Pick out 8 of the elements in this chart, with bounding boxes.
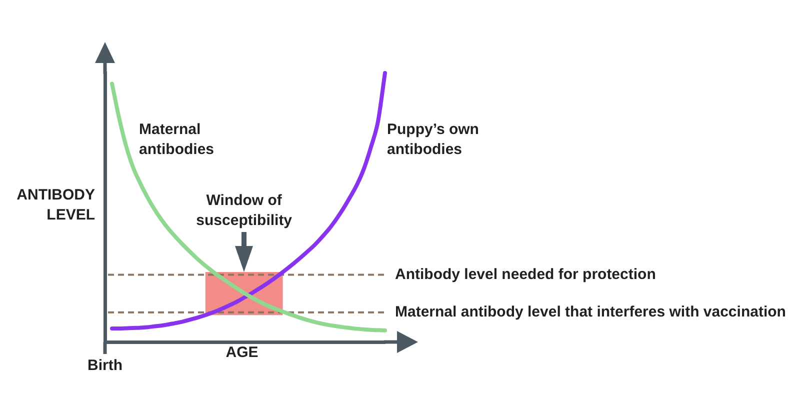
band-label: Window of susceptibility [196, 192, 293, 230]
series-label: Maternal antibodies [139, 121, 214, 158]
ref-line-label: Maternal antibody level that interferes with vaccination [395, 304, 786, 321]
ref-line-label: Antibody level needed for protection [395, 266, 656, 283]
y-axis-title: ANTIBODY LEVEL [16, 186, 95, 224]
x-axis-title: AGE [226, 344, 258, 362]
series-label: Puppy’s own antibodies [387, 121, 479, 158]
text: Birth [88, 357, 122, 374]
